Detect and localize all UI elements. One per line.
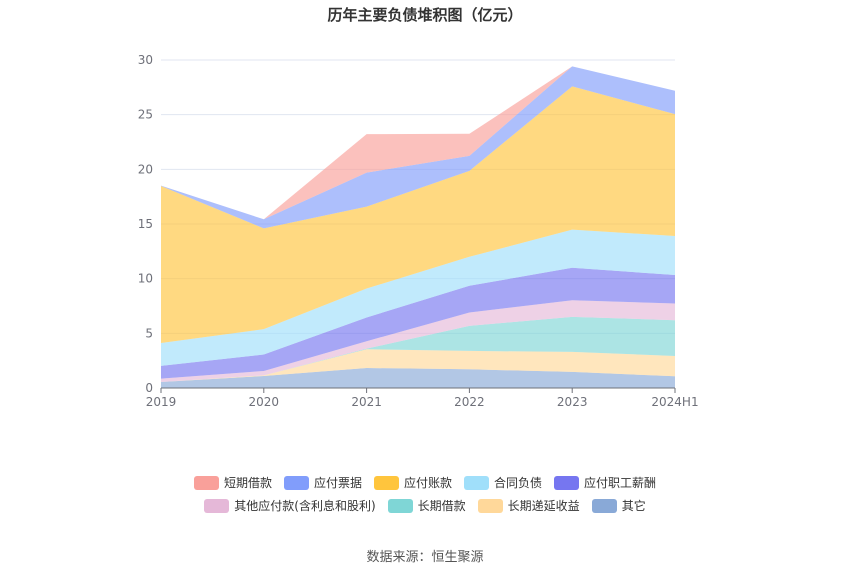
legend-item[interactable]: 短期借款 (193, 474, 272, 491)
area-series (161, 267, 675, 379)
legend-label: 其他应付款(含利息和股利) (234, 499, 376, 513)
legend-swatch (373, 475, 399, 490)
legend-swatch (554, 475, 580, 490)
x-tick-label: 2021 (351, 395, 382, 409)
legend-label: 应付职工薪酬 (584, 476, 657, 490)
legend-label: 长期递延收益 (507, 499, 580, 513)
x-tick-label: 2023 (557, 395, 588, 409)
legend-item[interactable]: 其他应付款(含利息和股利) (204, 497, 376, 514)
legend-item[interactable]: 长期递延收益 (477, 497, 580, 514)
legend-row-1: 短期借款 应付票据 应付账款 合同负债 应付职工薪酬 (0, 474, 850, 491)
legend-swatch (283, 475, 309, 490)
area-series (161, 300, 675, 382)
stacked-area-chart: 0 5 10 15 20 25 30 2019 2020 2021 2022 2023 2024H1 (138, 53, 699, 409)
legend-swatch (193, 475, 219, 490)
x-tick-label: 2019 (146, 395, 177, 409)
legend-item[interactable]: 其它 (591, 497, 646, 514)
legend-label: 合同负债 (494, 476, 543, 490)
legend-item[interactable]: 合同负债 (464, 474, 542, 491)
data-source: 数据来源：恒生聚源 (366, 550, 484, 565)
legend-label: 应付账款 (403, 476, 452, 490)
x-tick-label: 2020 (249, 395, 280, 409)
area-series (161, 316, 675, 382)
area-series (161, 86, 675, 343)
legend-item[interactable]: 长期借款 (387, 497, 466, 514)
legend-label: 长期借款 (417, 499, 466, 513)
area-series (161, 367, 675, 388)
y-tick-label: 10 (138, 272, 153, 286)
y-tick-label: 30 (138, 53, 153, 67)
legend-swatch (591, 498, 617, 513)
area-series (161, 66, 675, 229)
x-tick-label: 2024H1 (651, 395, 698, 409)
area-series (161, 349, 675, 382)
y-tick-label: 20 (138, 162, 153, 176)
chart-title: 历年主要负债堆积图（亿元） (327, 6, 523, 24)
legend-item[interactable]: 应付职工薪酬 (554, 474, 656, 491)
legend-swatch (464, 475, 489, 490)
y-tick-label: 15 (138, 217, 153, 231)
area-series (161, 229, 675, 366)
legend-label: 短期借款 (223, 476, 272, 490)
legend-item[interactable]: 应付账款 (373, 474, 452, 491)
x-tick-label: 2022 (454, 395, 485, 409)
y-tick-label: 25 (138, 108, 153, 122)
legend-item[interactable]: 应付票据 (283, 474, 362, 491)
area-series (161, 66, 675, 220)
legend-label: 应付票据 (313, 476, 362, 490)
y-tick-label: 0 (145, 381, 153, 395)
y-tick-label: 5 (145, 326, 153, 340)
legend-row-2: 其他应付款(含利息和股利) 长期借款 长期递延收益 其它 (0, 497, 850, 514)
legend-swatch (477, 498, 503, 513)
legend-swatch (387, 498, 413, 513)
legend-label: 其它 (621, 499, 646, 513)
legend-swatch (204, 498, 230, 513)
